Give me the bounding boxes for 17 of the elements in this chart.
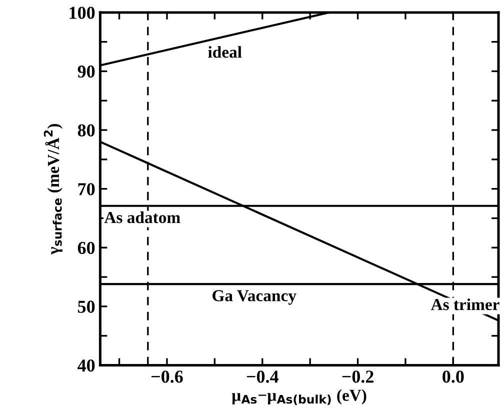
x-tick-label: −0.2 <box>342 370 374 383</box>
y-tick-label: 100 <box>70 6 95 19</box>
y-tick-label: 90 <box>78 66 95 78</box>
y-tick-label: 70 <box>78 183 95 196</box>
x-tick-label: −0.4 <box>246 370 278 383</box>
series-label: Ga Vacancy <box>212 290 296 305</box>
y-axis-title: γ$_{surface}$ (meV/Å$^{2}$) <box>44 124 62 255</box>
x-tick-label: −0.6 <box>152 370 183 383</box>
x-axis-title: μ$_{As}$−μ$_{As(bulk)}$ (eV) <box>232 389 366 406</box>
x-tick-label: 0.0 <box>442 370 464 383</box>
series-label: As trimer <box>430 298 500 310</box>
y-tick-label: 60 <box>78 242 95 254</box>
y-tick-label: 50 <box>78 300 95 313</box>
y-tick-label: 80 <box>78 124 95 136</box>
y-tick-label: 40 <box>78 359 95 372</box>
legend-label: As adatom <box>104 211 180 224</box>
series-label: ideal <box>208 46 242 58</box>
